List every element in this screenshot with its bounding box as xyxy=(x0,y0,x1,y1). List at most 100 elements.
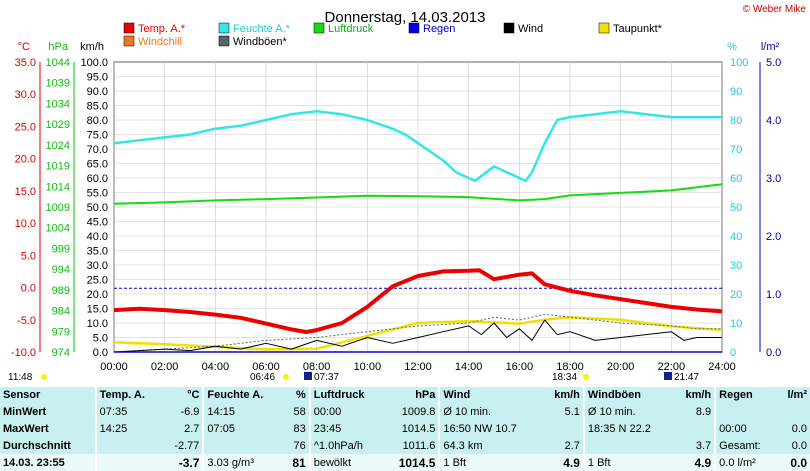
rain-unit-label: l/m² xyxy=(761,41,780,53)
table-cell: 16:50 NW 10.7 xyxy=(438,420,543,438)
legend-swatch xyxy=(218,22,230,34)
table-row: Durchschnitt -2.77 76 ^1.0hPa/h 1011.6 64.3 k… xyxy=(0,437,810,455)
percent-tick-label: 60 xyxy=(730,173,742,185)
pressure-tick-label: 1039 xyxy=(46,78,70,90)
speed-tick-label: 75.0 xyxy=(87,130,108,142)
rain-tick-label: 2.0 xyxy=(766,231,781,243)
percent-tick-label: 90 xyxy=(730,86,742,98)
percent-tick-label: 30 xyxy=(730,260,742,272)
rain-tick-label: 5.0 xyxy=(766,57,781,69)
speed-tick-label: 25.0 xyxy=(87,275,108,287)
table-cell: 18:35 N 22.2 xyxy=(582,420,674,438)
table-cell: 0.0 l/m² xyxy=(714,454,778,471)
table-cell: Regen xyxy=(714,387,778,404)
percent-tick-label: 10 xyxy=(730,318,742,330)
legend-label: Windchill xyxy=(138,36,182,48)
series-line-windben xyxy=(113,313,722,353)
sun-icon xyxy=(41,374,47,380)
table-cell xyxy=(94,454,163,471)
temp-tick-label: 15.0 xyxy=(15,186,36,198)
temp-tick-label: 35.0 xyxy=(15,57,36,69)
table-cell: Sensor xyxy=(3,389,41,402)
table-cell xyxy=(673,421,715,438)
pressure-tick-label: 984 xyxy=(52,306,70,318)
moonrise-label: 07:37 xyxy=(314,372,339,383)
x-tick-label: 04:00 xyxy=(202,361,230,373)
table-cell: km/h xyxy=(554,389,580,402)
table-cell: Ø 10 min. xyxy=(582,403,674,421)
legend-swatch xyxy=(313,22,325,34)
legend-item: Windchill xyxy=(123,35,182,48)
x-tick-label: 08:00 xyxy=(303,361,331,373)
table-cell: 1009.8 xyxy=(401,406,436,419)
table-cell: 07:05 xyxy=(202,420,284,438)
percent-tick-label: 50 xyxy=(730,202,742,214)
x-tick-label: 16:00 xyxy=(506,361,534,373)
table-row: MinWert 07:35 -6.9 14:15 58 00:00 1009.8 Ø 10 m… xyxy=(0,403,810,421)
table-cell: 8.9 xyxy=(695,406,712,419)
sunset-label: 18:34 xyxy=(552,372,577,383)
speed-tick-label: 70.0 xyxy=(87,144,108,156)
x-tick-label: 14:00 xyxy=(455,361,483,373)
table-cell: 76 xyxy=(293,439,306,452)
series-line-tempa xyxy=(113,268,723,334)
table-cell: 64.3 km xyxy=(438,437,543,455)
speed-tick-label: 30.0 xyxy=(87,260,108,272)
speed-tick-label: 65.0 xyxy=(87,159,108,171)
rain-tick-label: 3.0 xyxy=(766,173,781,185)
x-tick-label: 00:00 xyxy=(100,361,128,373)
speed-tick-label: 80.0 xyxy=(87,115,108,127)
legend-item: Luftdruck xyxy=(313,22,374,35)
legend-label: Temp. A.* xyxy=(138,23,186,35)
table-cell: -6.9 xyxy=(180,406,200,419)
legend-item: Windböen* xyxy=(218,35,288,48)
series-line-feuchtea xyxy=(113,110,722,183)
table-cell xyxy=(582,437,674,455)
table-cell: 0.0 xyxy=(791,422,807,435)
table-cell: 3.03 g/m³ xyxy=(202,454,284,471)
sun-icon xyxy=(583,374,589,380)
table-header-row: Sensor Temp. A. °C Feuchte A.% Luftdruck hPa W… xyxy=(0,387,810,404)
table-cell: Ø 10 min. xyxy=(438,403,543,421)
table-cell: 5.1 xyxy=(564,406,580,419)
table-cell: 0.0 xyxy=(777,454,810,471)
table-row: MaxWert 14:25 2.7 07:05 83 23:45 1014.5 16:50 N… xyxy=(0,420,810,438)
x-tick-label: 10:00 xyxy=(354,361,382,373)
table-cell: Windböen xyxy=(582,387,674,404)
percent-tick-label: 100 xyxy=(730,57,748,69)
moon-icon xyxy=(664,372,672,380)
x-tick-label: 02:00 xyxy=(151,361,179,373)
speed-tick-label: 0.0 xyxy=(93,347,108,359)
table-cell: 1 Bft xyxy=(582,454,674,471)
pressure-tick-label: 1009 xyxy=(46,202,70,214)
legend-swatch xyxy=(123,35,135,47)
x-tick-label: 12:00 xyxy=(404,361,432,373)
percent-tick-label: 40 xyxy=(730,231,742,243)
table-cell: Temp. A. xyxy=(94,387,163,404)
legend-swatch xyxy=(598,22,610,34)
table-cell: 1 Bft xyxy=(438,454,543,471)
percent-tick-label: 80 xyxy=(730,115,742,127)
table-cell xyxy=(202,437,284,455)
table-cell: 4.9 xyxy=(542,454,584,471)
table-cell: 83 xyxy=(293,422,306,435)
table-cell: 07:35 xyxy=(94,403,163,421)
table-cell xyxy=(777,404,810,421)
legend-item: Taupunkt* xyxy=(598,22,663,35)
speed-tick-label: 55.0 xyxy=(87,188,108,200)
pressure-tick-label: 1029 xyxy=(46,119,70,131)
table-cell: 4.9 xyxy=(673,454,716,471)
speed-tick-label: 85.0 xyxy=(87,101,108,113)
table-cell: 3.7 xyxy=(695,439,712,452)
legend-swatch xyxy=(503,22,515,34)
pressure-unit-label: hPa xyxy=(48,41,68,53)
rain-tick-label: 0.0 xyxy=(766,347,781,359)
speed-unit-label: km/h xyxy=(80,41,104,53)
table-cell: 0.0 xyxy=(791,439,807,452)
credit-label: © Weber Mike xyxy=(743,4,807,15)
x-tick-label: 24:00 xyxy=(708,361,736,373)
table-row: 14.03. 23:55 -3.7 3.03 g/m³ 81 bewölkt 1014.5… xyxy=(0,454,810,471)
table-cell: Gesamt: xyxy=(714,437,778,455)
pressure-tick-label: 1034 xyxy=(46,98,70,110)
table-cell: 14.03. 23:55 xyxy=(0,454,96,471)
